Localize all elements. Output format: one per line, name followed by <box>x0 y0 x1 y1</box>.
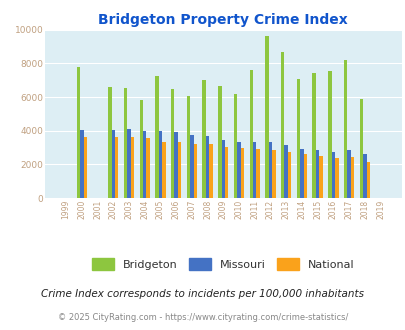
Bar <box>312 74 315 198</box>
Bar <box>319 156 322 198</box>
Bar <box>268 143 271 198</box>
Bar <box>83 137 87 198</box>
Legend: Bridgeton, Missouri, National: Bridgeton, Missouri, National <box>87 254 358 274</box>
Bar <box>224 147 228 198</box>
Bar <box>347 150 350 198</box>
Bar <box>77 67 80 198</box>
Bar <box>162 142 165 198</box>
Bar <box>280 52 284 198</box>
Bar <box>233 94 237 198</box>
Bar <box>343 60 347 198</box>
Bar <box>256 149 259 198</box>
Bar <box>139 100 143 198</box>
Bar <box>221 140 224 198</box>
Bar <box>108 87 111 198</box>
Bar <box>190 135 193 198</box>
Bar <box>80 130 83 198</box>
Bar <box>127 129 130 198</box>
Bar <box>143 131 146 198</box>
Bar <box>350 157 354 198</box>
Bar <box>115 137 118 198</box>
Bar <box>327 71 331 198</box>
Bar <box>331 152 334 198</box>
Bar <box>217 86 221 198</box>
Title: Bridgeton Property Crime Index: Bridgeton Property Crime Index <box>98 13 347 27</box>
Bar <box>284 145 287 198</box>
Bar <box>177 142 181 198</box>
Bar <box>124 88 127 198</box>
Bar <box>193 144 196 198</box>
Bar <box>202 80 205 198</box>
Bar <box>146 138 149 198</box>
Bar <box>296 79 299 198</box>
Bar <box>334 158 338 198</box>
Bar <box>359 99 362 198</box>
Bar <box>205 136 209 198</box>
Bar <box>174 132 177 198</box>
Bar <box>252 143 256 198</box>
Bar <box>249 70 252 198</box>
Bar <box>130 137 134 198</box>
Bar <box>299 149 303 198</box>
Bar <box>237 142 240 198</box>
Bar <box>315 150 319 198</box>
Bar <box>264 36 268 198</box>
Bar <box>362 154 366 198</box>
Bar <box>303 154 306 198</box>
Text: © 2025 CityRating.com - https://www.cityrating.com/crime-statistics/: © 2025 CityRating.com - https://www.city… <box>58 313 347 322</box>
Bar <box>209 144 212 198</box>
Bar <box>186 96 190 198</box>
Bar <box>171 89 174 198</box>
Bar <box>240 148 244 198</box>
Bar <box>287 152 291 198</box>
Bar <box>158 131 162 198</box>
Text: Crime Index corresponds to incidents per 100,000 inhabitants: Crime Index corresponds to incidents per… <box>41 289 364 299</box>
Bar <box>155 76 158 198</box>
Bar <box>366 162 369 198</box>
Bar <box>271 150 275 198</box>
Bar <box>111 130 115 198</box>
